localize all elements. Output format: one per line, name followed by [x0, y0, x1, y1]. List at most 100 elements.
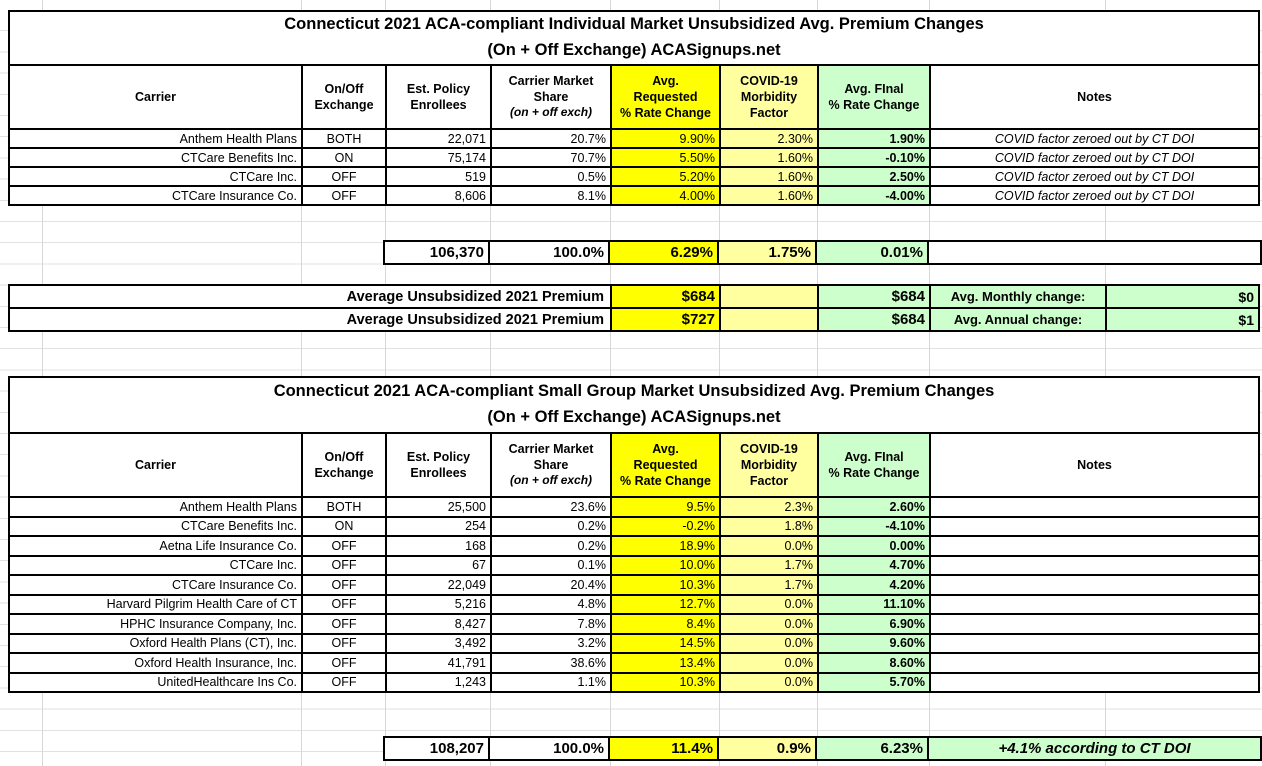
share-cell: 70.7%	[490, 147, 612, 168]
notes-cell: COVID factor zeroed out by CT DOI	[928, 185, 1261, 206]
exchange-cell: OFF	[301, 166, 387, 187]
final-cell: -0.10%	[817, 147, 931, 168]
avg-final-premium-cell: $684	[817, 284, 931, 309]
avg-premium-row: Average Unsubsidized 2021 Premium $727 $…	[8, 307, 1260, 332]
final-rate-header: Avg. FInal % Rate Change	[817, 432, 931, 498]
table-row: CTCare Insurance Co. OFF 8,606 8.1% 4.00…	[8, 185, 1261, 206]
table-row: Anthem Health Plans BOTH 25,500 23.6% 9.…	[8, 496, 1261, 518]
share-cell: 1.1%	[490, 671, 612, 693]
table-row: Harvard Pilgrim Health Care of CT OFF 5,…	[8, 593, 1261, 615]
exchange-cell: OFF	[301, 632, 387, 654]
notes-cell: COVID factor zeroed out by CT DOI	[928, 147, 1261, 168]
covid-cell: 1.60%	[719, 166, 819, 187]
small-group-totals: 108,207 100.0% 11.4% 0.9% 6.23% +4.1% ac…	[383, 736, 1262, 761]
exchange-cell: ON	[301, 515, 387, 537]
share-cell: 7.8%	[490, 613, 612, 635]
final-cell: 0.00%	[817, 535, 931, 557]
share-cell: 20.7%	[490, 128, 612, 149]
carrier-cell: Oxford Health Plans (CT), Inc.	[8, 632, 303, 654]
notes-cell	[928, 671, 1261, 693]
notes-cell	[928, 613, 1261, 635]
requested-cell: 9.90%	[610, 128, 721, 149]
covid-cell: 0.0%	[719, 671, 819, 693]
final-cell: 2.50%	[817, 166, 931, 187]
avg-final-premium-cell: $684	[817, 307, 931, 332]
share-cell: 0.2%	[490, 515, 612, 537]
table-row: Oxford Health Insurance, Inc. OFF 41,791…	[8, 652, 1261, 674]
small-group-market-table: Connecticut 2021 ACA-compliant Small Gro…	[7, 376, 1261, 693]
exchange-cell: OFF	[301, 535, 387, 557]
final-cell: 11.10%	[817, 593, 931, 615]
enrollees-cell: 22,049	[385, 574, 492, 596]
notes-cell	[928, 632, 1261, 654]
requested-cell: 8.4%	[610, 613, 721, 635]
share-cell: 20.4%	[490, 574, 612, 596]
covid-cell: 0.0%	[719, 593, 819, 615]
requested-rate-header: Avg. Requested % Rate Change	[610, 64, 721, 130]
enrollees-cell: 22,071	[385, 128, 492, 149]
exchange-cell: BOTH	[301, 496, 387, 518]
carrier-cell: Oxford Health Insurance, Inc.	[8, 652, 303, 674]
column-header-row: Carrier On/Off Exchange Est. Policy Enro…	[8, 432, 1261, 498]
market-share-header: Carrier Market Share (on + off exch)	[490, 64, 612, 130]
exchange-cell: OFF	[301, 671, 387, 693]
notes-header: Notes	[928, 432, 1261, 498]
covid-cell: 1.7%	[719, 574, 819, 596]
market-share-header-main: Carrier Market Share	[508, 441, 594, 473]
exchange-cell: ON	[301, 147, 387, 168]
covid-cell: 0.0%	[719, 535, 819, 557]
monthly-change-value: $0	[1105, 284, 1260, 309]
totals-enrollees-cell: 108,207	[383, 736, 490, 761]
totals-share-cell: 100.0%	[488, 240, 610, 265]
totals-covid-cell: 0.9%	[717, 736, 817, 761]
market-share-header-sub: (on + off exch)	[509, 105, 593, 120]
enrollees-cell: 254	[385, 515, 492, 537]
table-title-row: Connecticut 2021 ACA-compliant Small Gro…	[7, 376, 1261, 434]
annual-change-value: $1	[1105, 307, 1260, 332]
exchange-cell: OFF	[301, 554, 387, 576]
covid-cell: 0.0%	[719, 613, 819, 635]
enrollees-cell: 8,606	[385, 185, 492, 206]
carrier-cell: CTCare Benefits Inc.	[8, 515, 303, 537]
share-cell: 4.8%	[490, 593, 612, 615]
covid-factor-header: COVID-19 Morbidity Factor	[719, 432, 819, 498]
avg-requested-premium-cell: $727	[610, 307, 721, 332]
notes-cell	[928, 593, 1261, 615]
enrollees-cell: 3,492	[385, 632, 492, 654]
requested-cell: 14.5%	[610, 632, 721, 654]
exchange-cell: BOTH	[301, 128, 387, 149]
market-share-header-main: Carrier Market Share	[508, 73, 594, 105]
table-row: Anthem Health Plans BOTH 22,071 20.7% 9.…	[8, 128, 1261, 149]
enrollees-cell: 67	[385, 554, 492, 576]
final-cell: 9.60%	[817, 632, 931, 654]
carrier-cell: CTCare Insurance Co.	[8, 185, 303, 206]
average-premium-block: Average Unsubsidized 2021 Premium $684 $…	[8, 284, 1260, 332]
market-share-header-sub: (on + off exch)	[509, 473, 593, 488]
totals-requested-cell: 6.29%	[608, 240, 719, 265]
table-row: UnitedHealthcare Ins Co. OFF 1,243 1.1% …	[8, 671, 1261, 693]
notes-cell	[928, 496, 1261, 518]
notes-cell: COVID factor zeroed out by CT DOI	[928, 166, 1261, 187]
individual-market-totals: 106,370 100.0% 6.29% 1.75% 0.01%	[383, 240, 1262, 265]
final-cell: 2.60%	[817, 496, 931, 518]
individual-market-table: Connecticut 2021 ACA-compliant Individua…	[7, 10, 1261, 206]
table-row: CTCare Inc. OFF 67 0.1% 10.0% 1.7% 4.70%	[8, 554, 1261, 576]
covid-cell: 0.0%	[719, 632, 819, 654]
table-title-row: Connecticut 2021 ACA-compliant Individua…	[7, 10, 1261, 66]
final-cell: -4.00%	[817, 185, 931, 206]
requested-cell: 9.5%	[610, 496, 721, 518]
notes-header: Notes	[928, 64, 1261, 130]
requested-cell: 5.20%	[610, 166, 721, 187]
notes-cell: COVID factor zeroed out by CT DOI	[928, 128, 1261, 149]
totals-enrollees-cell: 106,370	[383, 240, 490, 265]
final-cell: 4.20%	[817, 574, 931, 596]
requested-cell: 12.7%	[610, 593, 721, 615]
carrier-cell: CTCare Inc.	[8, 166, 303, 187]
covid-cell: 1.60%	[719, 147, 819, 168]
notes-cell	[928, 554, 1261, 576]
avg-covid-empty-cell	[719, 307, 819, 332]
avg-premium-label: Average Unsubsidized 2021 Premium	[8, 307, 612, 332]
carrier-header: Carrier	[8, 64, 303, 130]
covid-cell: 0.0%	[719, 652, 819, 674]
notes-cell	[928, 535, 1261, 557]
